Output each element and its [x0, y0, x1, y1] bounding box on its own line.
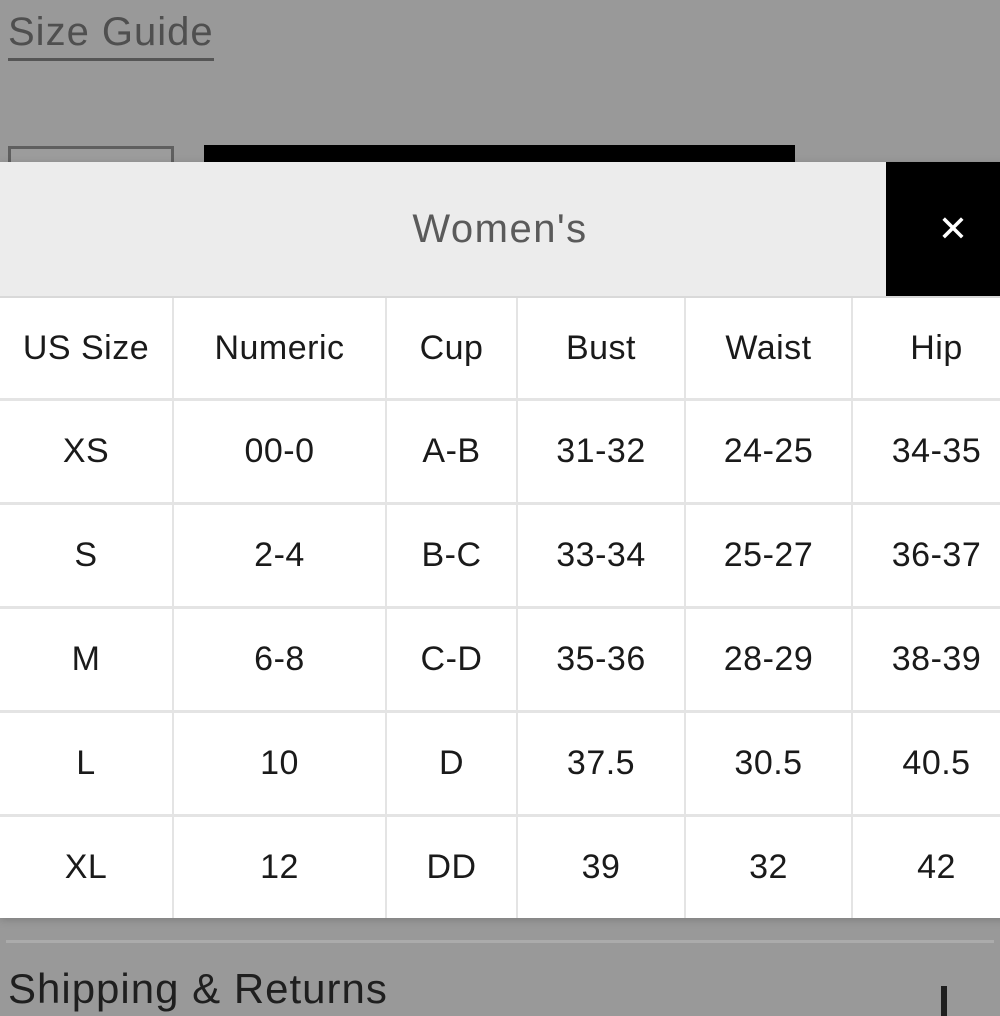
table-cell: 30.5	[686, 713, 853, 817]
table-cell: L	[0, 713, 174, 817]
table-cell: DD	[387, 817, 518, 918]
table-cell: 31-32	[518, 401, 686, 505]
modal-title: Women's	[412, 206, 588, 251]
close-icon: ✕	[937, 208, 969, 249]
size-table: US Size Numeric Cup Bust Waist Hip XS 00…	[0, 298, 1000, 918]
column-header: Numeric	[174, 298, 387, 401]
table-cell: 2-4	[174, 505, 387, 609]
column-header: Bust	[518, 298, 686, 401]
table-cell: 00-0	[174, 401, 387, 505]
plus-icon	[941, 986, 947, 1016]
table-cell: 33-34	[518, 505, 686, 609]
table-cell: S	[0, 505, 174, 609]
table-cell: 40.5	[853, 713, 1000, 817]
table-cell: 34-35	[853, 401, 1000, 505]
table-cell: 42	[853, 817, 1000, 918]
table-cell: A-B	[387, 401, 518, 505]
table-cell: 10	[174, 713, 387, 817]
close-button[interactable]: ✕	[886, 162, 1000, 296]
table-cell: 24-25	[686, 401, 853, 505]
table-cell: 32	[686, 817, 853, 918]
table-cell: 39	[518, 817, 686, 918]
shipping-returns-accordion-label: Shipping & Returns	[8, 965, 388, 1012]
column-header: Cup	[387, 298, 518, 401]
column-header: US Size	[0, 298, 174, 401]
table-cell: 36-37	[853, 505, 1000, 609]
section-divider	[6, 940, 994, 943]
modal-header: Women's ✕	[0, 162, 1000, 298]
size-guide-modal: Women's ✕ US Size Numeric Cup Bust Waist…	[0, 162, 1000, 918]
table-cell: M	[0, 609, 174, 713]
table-cell: XL	[0, 817, 174, 918]
table-cell: D	[387, 713, 518, 817]
table-cell: 6-8	[174, 609, 387, 713]
size-guide-link[interactable]: Size Guide	[8, 10, 214, 61]
table-cell: 37.5	[518, 713, 686, 817]
table-cell: 38-39	[853, 609, 1000, 713]
table-cell: XS	[0, 401, 174, 505]
column-header: Hip	[853, 298, 1000, 401]
column-header: Waist	[686, 298, 853, 401]
table-cell: 35-36	[518, 609, 686, 713]
table-cell: 28-29	[686, 609, 853, 713]
table-cell: C-D	[387, 609, 518, 713]
table-cell: 12	[174, 817, 387, 918]
table-cell: 25-27	[686, 505, 853, 609]
table-cell: B-C	[387, 505, 518, 609]
